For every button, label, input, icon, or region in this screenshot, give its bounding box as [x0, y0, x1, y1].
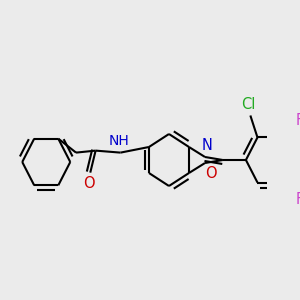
Text: F: F [296, 113, 300, 128]
Text: O: O [84, 176, 95, 191]
Text: O: O [206, 166, 217, 181]
Text: NH: NH [108, 134, 129, 148]
Text: N: N [201, 139, 212, 154]
Text: Cl: Cl [242, 97, 256, 112]
Text: F: F [296, 192, 300, 207]
